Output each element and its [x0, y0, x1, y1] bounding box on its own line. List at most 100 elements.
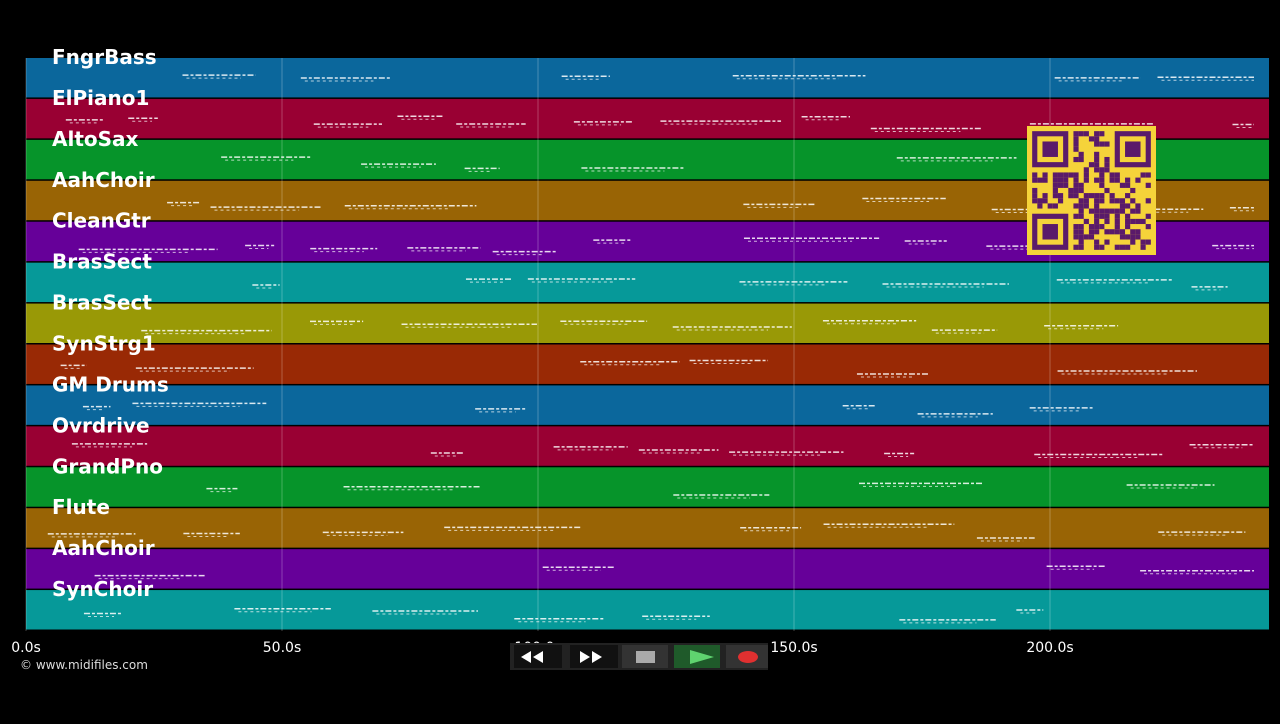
qr-cell: [1068, 193, 1074, 199]
qr-cell: [1078, 198, 1084, 204]
fast-forward-button[interactable]: [570, 645, 618, 668]
qr-cell: [1094, 162, 1100, 168]
qr-cell: [1083, 193, 1089, 199]
qr-cell: [1042, 172, 1048, 178]
stop-button[interactable]: [622, 645, 668, 668]
qr-cell: [1073, 187, 1079, 194]
qr-cell: [1125, 203, 1131, 209]
record-button[interactable]: [726, 645, 768, 668]
qr-cell: [1104, 229, 1110, 235]
qr-cell: [1037, 198, 1043, 204]
qr-cell: [1078, 131, 1084, 137]
qr-cell: [1104, 213, 1110, 219]
qr-cell: [1119, 203, 1126, 209]
transport-controls: [510, 643, 768, 670]
qr-cell: [1099, 224, 1105, 230]
qr-cell: [1104, 187, 1110, 194]
track-row: [26, 262, 1269, 303]
track-label: AltoSax: [52, 127, 139, 151]
time-tick-label: 50.0s: [263, 640, 301, 656]
qr-cell: [1145, 198, 1151, 204]
qr-cell: [1114, 213, 1120, 219]
qr-cell: [1042, 177, 1048, 183]
qr-cell: [1114, 198, 1120, 204]
qr-cell: [1145, 182, 1151, 188]
qr-cell: [1094, 229, 1100, 235]
qr-code: [1027, 126, 1156, 255]
qr-cell: [1088, 229, 1095, 235]
qr-cell: [1114, 172, 1120, 178]
qr-cell: [1104, 167, 1110, 173]
qr-cell: [1094, 224, 1100, 230]
qr-cell: [1125, 182, 1131, 188]
qr-cell: [1119, 229, 1126, 235]
qr-cell: [1088, 193, 1095, 199]
qr-cell: [1094, 156, 1100, 163]
track-labels: FngrBass ElPiano1 AltoSax AahChoir CleanGtr B…: [52, 45, 169, 601]
qr-cell: [1135, 203, 1141, 209]
qr-cell: [1078, 187, 1084, 194]
qr-cell: [1104, 239, 1110, 245]
rewind-button[interactable]: [514, 645, 562, 668]
qr-cell: [1042, 193, 1048, 199]
qr-cell: [1057, 198, 1064, 204]
qr-cell: [1114, 244, 1120, 250]
qr-cell: [1083, 234, 1089, 240]
qr-cell: [1140, 244, 1146, 250]
qr-cell: [1094, 193, 1100, 199]
qr-cell: [1073, 229, 1079, 235]
time-tick-label: 200.0s: [1026, 640, 1073, 656]
qr-cell: [1088, 224, 1095, 230]
qr-cell: [1114, 224, 1120, 230]
qr-cell: [1135, 208, 1141, 214]
track-label: GM Drums: [52, 372, 169, 396]
qr-cell: [1119, 234, 1126, 240]
qr-cell: [1078, 208, 1084, 214]
qr-cell: [1083, 177, 1089, 183]
qr-finder: [1042, 141, 1058, 157]
qr-cell: [1088, 208, 1095, 214]
qr-cell: [1125, 193, 1131, 199]
qr-cell: [1052, 182, 1058, 188]
qr-cell: [1063, 182, 1069, 188]
qr-cell: [1104, 156, 1110, 163]
qr-cell: [1073, 182, 1079, 188]
qr-cell: [1094, 244, 1100, 250]
qr-cell: [1094, 203, 1100, 209]
track-row: [26, 344, 1269, 384]
track-label: AahChoir: [52, 536, 155, 560]
qr-cell: [1073, 234, 1079, 240]
qr-cell: [1032, 198, 1038, 204]
qr-cell: [1073, 244, 1079, 250]
qr-cell: [1073, 156, 1079, 163]
qr-cell: [1052, 193, 1058, 199]
track-label: SynChoir: [52, 577, 153, 601]
qr-cell: [1094, 198, 1100, 204]
qr-cell: [1109, 208, 1115, 214]
qr-cell: [1094, 213, 1100, 219]
qr-cell: [1140, 172, 1146, 178]
qr-cell: [1099, 213, 1105, 219]
qr-cell: [1119, 208, 1126, 214]
qr-cell: [1104, 141, 1110, 147]
qr-cell: [1083, 198, 1089, 204]
qr-cell: [1130, 239, 1136, 245]
qr-cell: [1078, 239, 1084, 245]
qr-cell: [1104, 162, 1110, 168]
qr-cell: [1032, 172, 1038, 178]
qr-cell: [1094, 218, 1100, 225]
track-label: Flute: [52, 495, 110, 519]
qr-cell: [1104, 208, 1110, 214]
qr-cell: [1099, 167, 1105, 173]
qr-cell: [1125, 224, 1131, 230]
qr-cell: [1083, 131, 1089, 137]
qr-cell: [1078, 244, 1084, 250]
qr-cell: [1094, 167, 1100, 173]
qr-cell: [1078, 234, 1084, 240]
qr-cell: [1094, 208, 1100, 214]
qr-cell: [1094, 136, 1100, 142]
play-button[interactable]: [674, 645, 720, 668]
qr-cell: [1140, 218, 1146, 225]
qr-cell: [1099, 193, 1105, 199]
